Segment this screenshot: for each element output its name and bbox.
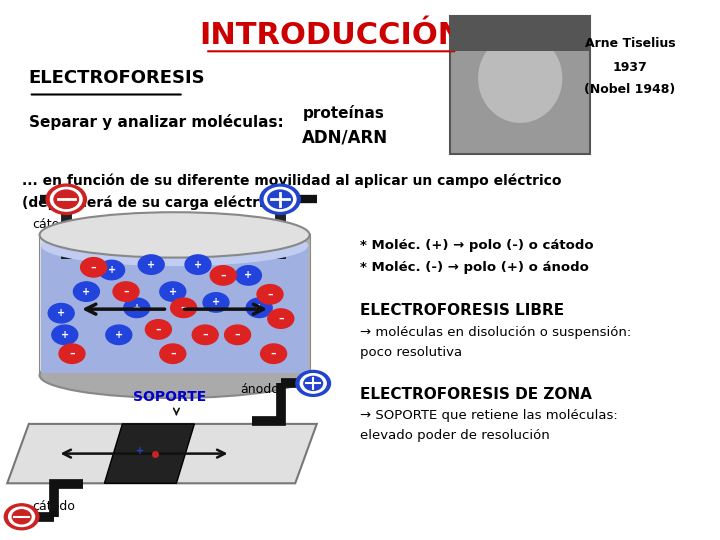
- Circle shape: [73, 282, 99, 301]
- Circle shape: [203, 293, 229, 312]
- Text: –: –: [123, 287, 129, 296]
- Polygon shape: [7, 424, 317, 483]
- Text: Separar y analizar moléculas:: Separar y analizar moléculas:: [29, 113, 284, 130]
- Text: –: –: [235, 330, 240, 340]
- Text: +: +: [114, 330, 123, 340]
- Circle shape: [160, 282, 186, 301]
- Text: cátodo: cátodo: [32, 500, 76, 513]
- Circle shape: [12, 510, 31, 524]
- FancyBboxPatch shape: [275, 204, 285, 258]
- Ellipse shape: [41, 225, 308, 266]
- Circle shape: [296, 370, 330, 396]
- Circle shape: [138, 255, 164, 274]
- Text: ... en función de su diferente movilidad al aplicar un campo eléctrico: ... en función de su diferente movilidad…: [22, 174, 561, 188]
- Text: –: –: [271, 349, 276, 359]
- Text: SOPORTE: SOPORTE: [132, 390, 206, 404]
- Circle shape: [59, 344, 85, 363]
- Text: +: +: [136, 446, 145, 456]
- Text: +: +: [244, 271, 253, 280]
- Text: +: +: [168, 287, 177, 296]
- Text: proteínas: proteínas: [302, 105, 384, 122]
- FancyBboxPatch shape: [61, 204, 71, 258]
- Text: ánodo: ánodo: [240, 383, 279, 396]
- Text: –: –: [202, 330, 208, 340]
- Circle shape: [145, 320, 171, 339]
- Text: ánodo: ánodo: [215, 218, 253, 231]
- Text: +: +: [82, 287, 91, 296]
- FancyBboxPatch shape: [288, 235, 310, 375]
- FancyBboxPatch shape: [40, 235, 61, 375]
- Text: –: –: [91, 262, 96, 272]
- Text: –: –: [278, 314, 284, 323]
- Circle shape: [48, 303, 74, 323]
- FancyBboxPatch shape: [450, 16, 590, 51]
- Ellipse shape: [40, 353, 310, 398]
- Text: INTRODUCCIÓN: INTRODUCCIÓN: [199, 21, 463, 50]
- Circle shape: [160, 344, 186, 363]
- Text: poco resolutiva: poco resolutiva: [360, 346, 462, 359]
- Circle shape: [46, 184, 86, 214]
- Circle shape: [261, 344, 287, 363]
- Text: 1937: 1937: [613, 61, 647, 74]
- Circle shape: [99, 260, 125, 280]
- Circle shape: [268, 309, 294, 328]
- Circle shape: [235, 266, 261, 285]
- Text: –: –: [156, 325, 161, 334]
- Circle shape: [257, 285, 283, 304]
- FancyBboxPatch shape: [41, 246, 308, 373]
- Text: +: +: [60, 330, 69, 340]
- Circle shape: [52, 325, 78, 345]
- Text: –: –: [220, 271, 226, 280]
- Polygon shape: [104, 424, 194, 483]
- Circle shape: [300, 374, 326, 393]
- Text: cátodo: cátodo: [32, 218, 76, 231]
- Text: ADN/ARN: ADN/ARN: [302, 129, 389, 147]
- Circle shape: [264, 187, 296, 211]
- Text: –: –: [170, 349, 176, 359]
- Circle shape: [185, 255, 211, 274]
- Circle shape: [260, 184, 300, 214]
- Circle shape: [9, 507, 35, 526]
- Circle shape: [113, 282, 139, 301]
- Text: –: –: [181, 303, 186, 313]
- Circle shape: [246, 298, 272, 318]
- Text: ELECTROFORESIS LIBRE: ELECTROFORESIS LIBRE: [360, 303, 564, 318]
- Circle shape: [304, 376, 323, 390]
- Circle shape: [268, 190, 292, 208]
- Text: +: +: [194, 260, 202, 269]
- Text: ELECTROFORESIS DE ZONA: ELECTROFORESIS DE ZONA: [360, 387, 592, 402]
- Text: +: +: [255, 303, 264, 313]
- Text: (Nobel 1948): (Nobel 1948): [585, 83, 675, 96]
- Circle shape: [54, 190, 78, 208]
- Text: +: +: [212, 298, 220, 307]
- Text: +: +: [132, 303, 141, 313]
- Text: → SOPORTE que retiene las moléculas:: → SOPORTE que retiene las moléculas:: [360, 409, 618, 422]
- Text: ELECTROFORESIS: ELECTROFORESIS: [29, 69, 205, 87]
- Text: * Moléc. (-) → polo (+) o ánodo: * Moléc. (-) → polo (+) o ánodo: [360, 261, 589, 274]
- Circle shape: [124, 298, 150, 318]
- Text: +: +: [107, 265, 116, 275]
- FancyBboxPatch shape: [450, 16, 590, 154]
- Text: → moléculas en disolución o suspensión:: → moléculas en disolución o suspensión:: [360, 326, 631, 339]
- Circle shape: [50, 187, 82, 211]
- Circle shape: [171, 298, 197, 318]
- Ellipse shape: [478, 33, 562, 123]
- Circle shape: [225, 325, 251, 345]
- FancyBboxPatch shape: [40, 235, 310, 375]
- Text: elevado poder de resolución: elevado poder de resolución: [360, 429, 550, 442]
- Circle shape: [106, 325, 132, 345]
- Text: +: +: [147, 260, 156, 269]
- Circle shape: [210, 266, 236, 285]
- Text: * Moléc. (+) → polo (-) o cátodo: * Moléc. (+) → polo (-) o cátodo: [360, 239, 593, 252]
- Ellipse shape: [40, 212, 310, 258]
- Circle shape: [4, 504, 39, 530]
- Text: +: +: [57, 308, 66, 318]
- Text: (dependerá de su carga eléctrica): (dependerá de su carga eléctrica): [22, 195, 287, 210]
- Text: –: –: [267, 289, 273, 299]
- Circle shape: [192, 325, 218, 345]
- Text: –: –: [69, 349, 75, 359]
- Circle shape: [81, 258, 107, 277]
- Text: Arne Tiselius: Arne Tiselius: [585, 37, 675, 50]
